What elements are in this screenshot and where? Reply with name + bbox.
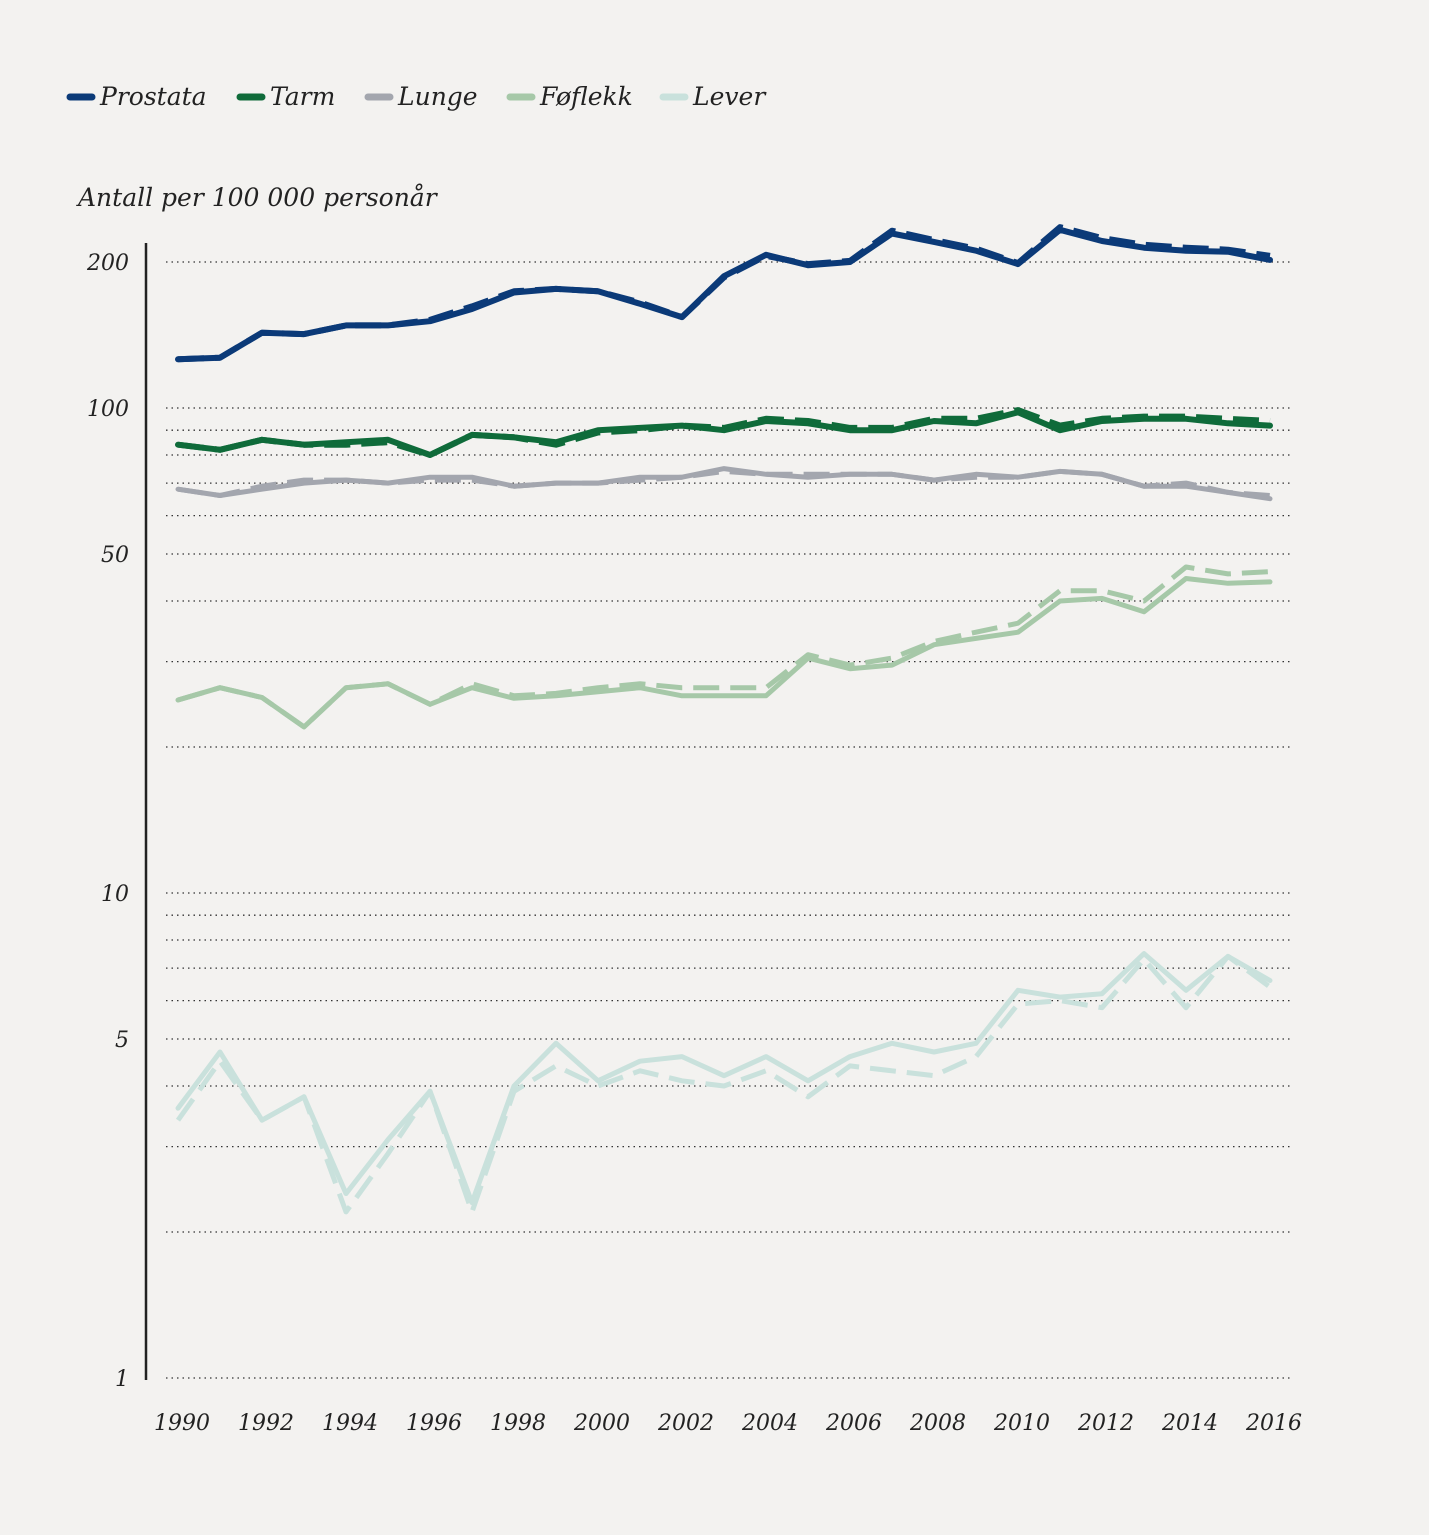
x-tick-label: 2004 <box>741 1411 798 1436</box>
legend-label: Tarm <box>270 82 335 111</box>
x-tick-label: 2012 <box>1077 1411 1134 1436</box>
series-line-tarm-dashed <box>177 407 1271 458</box>
x-tick-label: 2010 <box>993 1411 1050 1436</box>
x-tick-label: 1992 <box>238 1411 294 1436</box>
legend-label: Lunge <box>397 82 478 111</box>
series-lines <box>175 224 1273 1215</box>
y-axis-title: Antall per 100 000 personår <box>76 183 439 212</box>
series-line-lever-dashed <box>175 953 1272 1215</box>
y-tick-label: 1 <box>115 1367 129 1392</box>
x-tick-label: 2008 <box>909 1411 966 1436</box>
legend-label: Føflekk <box>539 82 633 111</box>
x-tick-label: 1998 <box>490 1411 546 1436</box>
y-tick-label: 50 <box>101 543 129 568</box>
series-line-foflekk-dashed <box>177 564 1271 730</box>
y-tick-label: 5 <box>115 1028 129 1053</box>
y-tick-label: 200 <box>86 251 129 276</box>
series-line-foflekk-solid <box>175 576 1273 730</box>
series-line-lunge-solid <box>175 466 1273 502</box>
x-tick-label: 2006 <box>825 1411 882 1436</box>
x-tick-labels: 1990 1992 1994 1996 1998 2000 2002 2004 2006 2008… <box>154 1411 1302 1436</box>
y-tick-labels: 200 100 50 10 5 1 <box>86 251 129 1392</box>
legend: Prostata Tarm Lunge Føflekk Lever <box>66 82 767 111</box>
y-tick-label: 100 <box>87 397 129 422</box>
series-line-lever-solid <box>175 951 1273 1206</box>
x-tick-label: 2016 <box>1245 1411 1302 1436</box>
series-line-lunge-dashed <box>177 468 1271 498</box>
series-line-prostata-solid <box>175 226 1273 363</box>
legend-label: Lever <box>692 82 767 111</box>
series-line-prostata-dashed <box>177 224 1271 363</box>
x-tick-label: 1996 <box>406 1411 462 1436</box>
y-tick-label: 10 <box>101 882 129 907</box>
x-tick-label: 2014 <box>1161 1411 1218 1436</box>
x-tick-label: 1990 <box>154 1411 210 1436</box>
legend-label: Prostata <box>99 82 207 111</box>
x-tick-label: 1994 <box>322 1411 378 1436</box>
gridlines <box>166 261 1290 1379</box>
x-tick-label: 2002 <box>657 1411 714 1436</box>
x-tick-label: 2000 <box>573 1411 630 1436</box>
